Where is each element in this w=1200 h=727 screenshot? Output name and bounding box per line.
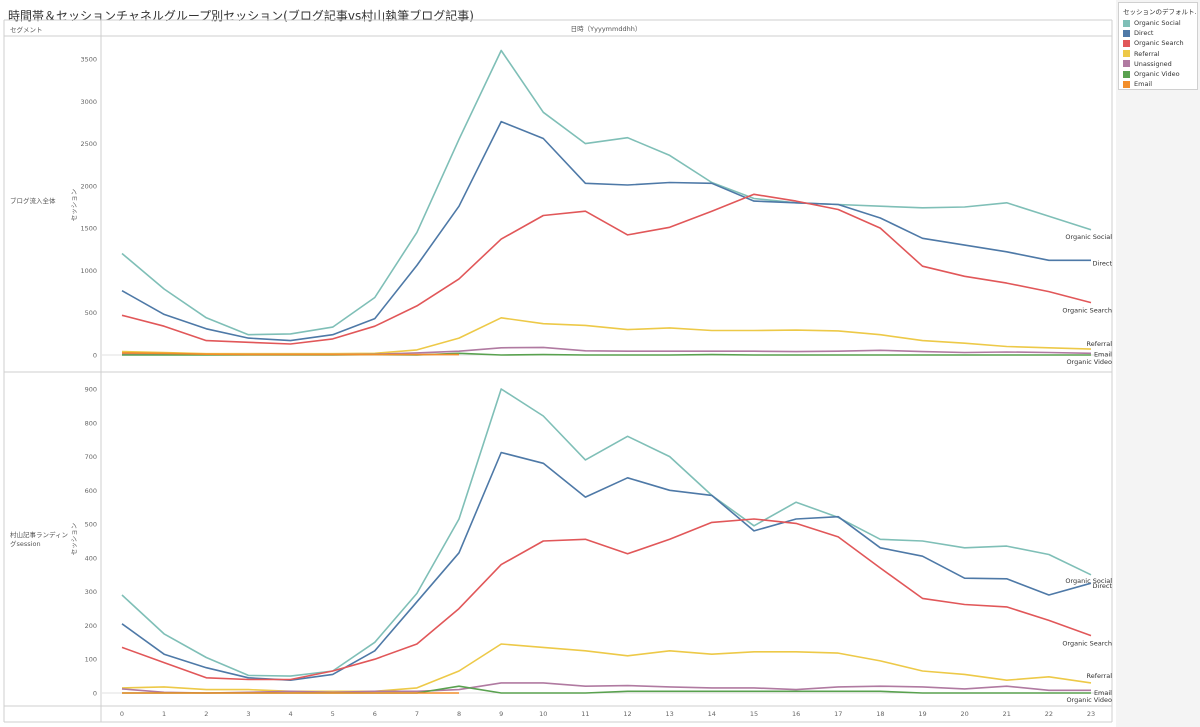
legend-swatch (1123, 39, 1130, 47)
series-line-email (121, 352, 459, 356)
x-tick-label: 10 (539, 710, 547, 718)
chart-area: 日時（Yyyymmddhh） セッション05001000150020002500… (3, 19, 1113, 723)
y-axis-label: セッション (70, 523, 78, 556)
x-tick-label: 8 (457, 710, 461, 718)
column-header: 日時（Yyyymmddhh） (571, 25, 642, 33)
x-tick-label: 15 (750, 710, 758, 718)
x-tick-label: 2 (204, 710, 208, 718)
x-tick-label: 9 (499, 710, 503, 718)
legend-item-referral[interactable]: Referral (1119, 49, 1197, 59)
end-label-organic-social: Organic Social (1065, 577, 1112, 585)
series-line-organic-search (121, 193, 1092, 345)
x-tick-label: 11 (581, 710, 589, 718)
series-line-direct (121, 120, 1091, 342)
legend-item-organic-search[interactable]: Organic Search (1119, 38, 1197, 48)
end-label-direct: Direct (1093, 582, 1113, 590)
legend-item-direct[interactable]: Direct (1119, 28, 1197, 38)
y-tick-label: 800 (85, 419, 97, 427)
y-tick-label: 900 (85, 386, 97, 394)
series-line-organic-social (121, 388, 1092, 677)
x-tick-label: 7 (415, 710, 419, 718)
x-tick-label: 23 (1087, 710, 1095, 718)
x-tick-label: 5 (331, 710, 335, 718)
y-tick-label: 0 (93, 690, 97, 698)
legend-item-email[interactable]: Email (1119, 79, 1197, 89)
y-tick-label: 100 (85, 656, 97, 664)
legend-label: Organic Social (1134, 19, 1181, 28)
x-tick-label: 21 (1003, 710, 1011, 718)
legend-label: Unassigned (1134, 59, 1172, 68)
end-label-organic-search: Organic Search (1062, 640, 1112, 648)
legend[interactable]: セッションのデフォルト... Organic Social Direct Organ… (1118, 2, 1198, 91)
legend-label: Referral (1134, 49, 1160, 58)
legend-label: Organic Video (1134, 70, 1180, 79)
legend-item-organic-video[interactable]: Organic Video (1119, 69, 1197, 79)
y-tick-label: 400 (85, 554, 97, 562)
legend-item-unassigned[interactable]: Unassigned (1119, 59, 1197, 69)
end-label-referral: Referral (1086, 672, 1112, 680)
end-label-direct: Direct (1093, 259, 1113, 267)
legend-label: Organic Search (1134, 39, 1184, 48)
series-line-referral (121, 643, 1092, 693)
y-tick-label: 500 (85, 521, 97, 529)
x-tick-label: 22 (1045, 710, 1053, 718)
x-tick-label: 1 (162, 710, 166, 718)
legend-swatch (1123, 70, 1130, 78)
y-tick-label: 2500 (80, 140, 97, 148)
series-line-organic-social (121, 49, 1092, 336)
y-tick-label: 500 (85, 309, 97, 317)
y-tick-label: 2000 (80, 182, 97, 190)
x-tick-label: 3 (246, 710, 250, 718)
y-tick-label: 3500 (80, 56, 97, 64)
legend-swatch (1123, 29, 1130, 37)
chart-frame: 日時（Yyyymmddhh） (3, 19, 1113, 723)
end-label-referral: Referral (1086, 340, 1112, 348)
y-tick-label: 600 (85, 487, 97, 495)
end-label-email: Email (1094, 689, 1112, 697)
x-tick-label: 18 (876, 710, 884, 718)
segment-label-murayama: 村山記事ランディングsession (10, 531, 69, 548)
right-side-panel (1116, 0, 1200, 727)
x-tick-label: 20 (960, 710, 968, 718)
y-tick-label: 1500 (80, 225, 97, 233)
series-line-unassigned (121, 682, 1091, 694)
legend-item-organic-social[interactable]: Organic Social (1119, 18, 1197, 28)
series-line-organic-search (121, 518, 1092, 681)
y-axis-label: セッション (70, 189, 78, 222)
x-tick-label: 12 (623, 710, 631, 718)
y-tick-label: 700 (85, 453, 97, 461)
x-tick-label: 19 (918, 710, 926, 718)
y-tick-label: 3000 (80, 98, 97, 106)
end-label-organic-social: Organic Social (1065, 233, 1112, 241)
x-tick-label: 16 (792, 710, 800, 718)
chart-panel-murayama: セッション0100200300400500600700800900Organic… (70, 386, 1112, 719)
series-line-direct (121, 451, 1092, 682)
end-label-organic-search: Organic Search (1062, 307, 1112, 315)
legend-label: Direct (1134, 29, 1154, 38)
x-tick-label: 13 (666, 710, 674, 718)
end-label-organic-video: Organic Video (1066, 696, 1112, 704)
series-line-referral (121, 316, 1092, 355)
legend-label: Email (1134, 80, 1153, 89)
legend-swatch (1123, 60, 1130, 68)
legend-swatch (1123, 19, 1130, 27)
end-label-organic-video: Organic Video (1066, 358, 1112, 366)
chart-panel-blog-all: セッション 0 500 1000 1500 2000 2500 3000 3500 Organic… (70, 49, 1113, 366)
legend-swatch (1123, 80, 1130, 88)
x-tick-label: 14 (708, 710, 716, 718)
legend-title: セッションのデフォルト... (1123, 8, 1197, 16)
segment-label-blog-all: ブログ流入全体 (10, 197, 56, 205)
legend-swatch (1123, 50, 1130, 58)
y-tick-label: 200 (85, 622, 97, 630)
x-tick-label: 4 (288, 710, 292, 718)
legend-items: Organic Social Direct Organic Search Referr… (1119, 18, 1197, 89)
end-label-email: Email (1094, 351, 1112, 359)
y-tick-label: 1000 (80, 267, 97, 275)
x-tick-label: 17 (834, 710, 842, 718)
y-tick-label: 300 (85, 588, 97, 596)
segment-header: セグメント (10, 26, 43, 34)
x-tick-label: 0 (120, 710, 124, 718)
y-tick-label: 0 (93, 352, 97, 360)
x-tick-label: 6 (373, 710, 377, 718)
